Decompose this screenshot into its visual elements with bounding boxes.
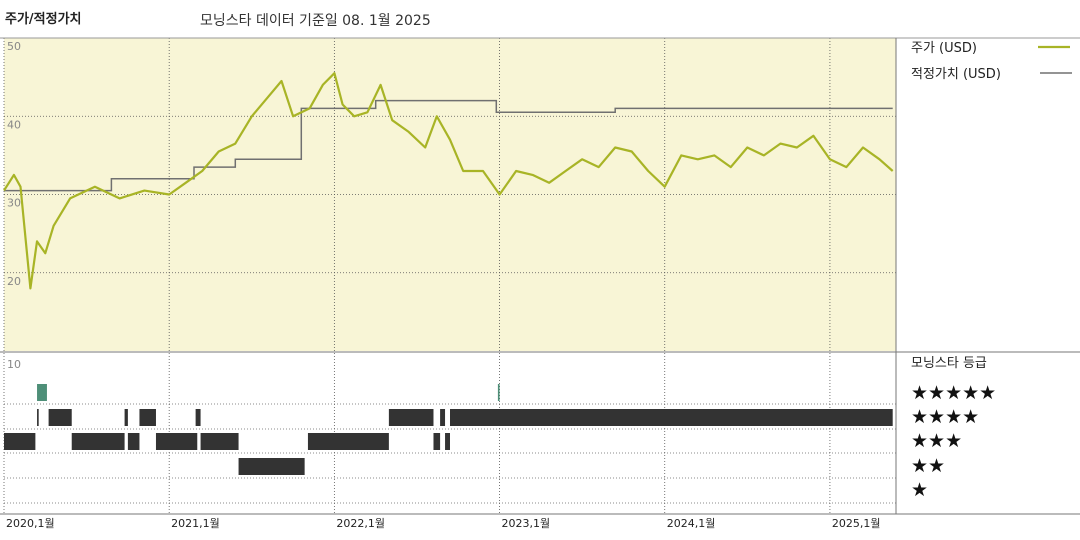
rating-bars <box>4 384 893 475</box>
rating-bar-3-star <box>307 433 389 450</box>
price-line <box>3 72 894 290</box>
x-tick-label: 2021,1월 <box>171 517 220 530</box>
rating-bar-3-star <box>433 433 441 450</box>
rating-2-stars: ★★ <box>911 455 945 477</box>
rating-bar-4-star <box>388 409 434 426</box>
chart-title: 주가/적정가치 <box>5 12 82 27</box>
price-y-tick-label: 40 <box>7 118 21 131</box>
rating-1-star: ★ <box>911 479 928 501</box>
legend-fair-value-label: 적정가치 (USD) <box>911 67 1001 82</box>
rating-y-tick: 10 <box>7 358 21 371</box>
rating-bar-3-star <box>155 433 198 450</box>
rating-bar-3-star <box>445 433 450 450</box>
rating-bar-4-star <box>440 409 446 426</box>
fair-value-line <box>4 99 893 192</box>
x-axis-ticks: 2020,1월 2021,1월 2022,1월 2023,1월 2024,1월 2025,… <box>6 517 881 530</box>
rating-bar-3-star <box>200 433 239 450</box>
x-tick-label: 2025,1월 <box>832 517 881 530</box>
x-tick-label: 2024,1월 <box>667 517 716 530</box>
rating-bar-4-star <box>124 409 128 426</box>
rating-bar-4-star <box>37 409 39 426</box>
rating-legend-title: 모닝스타 등급 <box>911 356 987 371</box>
rating-bar-5-star <box>497 384 500 401</box>
rating-bar-5-star <box>37 384 47 401</box>
rating-bar-4-star <box>48 409 72 426</box>
price-y-ticks: 50 40 30 20 <box>7 40 21 288</box>
x-tick-label: 2022,1월 <box>336 517 385 530</box>
price-panel-background <box>4 38 896 351</box>
x-tick-label: 2023,1월 <box>502 517 551 530</box>
rating-5-stars: ★★★★★ <box>911 382 996 404</box>
data-date-subtitle: 모닝스타 데이터 기준일 08. 1월 2025 <box>200 13 431 29</box>
rating-bar-4-star <box>195 409 201 426</box>
rating-bar-2-star <box>238 458 305 475</box>
price-y-tick-label: 20 <box>7 275 21 288</box>
rating-bar-4-star <box>450 409 893 426</box>
rating-3-stars: ★★★ <box>911 430 962 452</box>
rating-bar-3-star <box>71 433 125 450</box>
rating-bar-3-star <box>127 433 140 450</box>
price-y-tick-label: 30 <box>7 197 21 210</box>
rating-4-stars: ★★★★ <box>911 406 979 428</box>
rating-bar-3-star <box>4 433 36 450</box>
x-tick-label: 2020,1월 <box>6 517 55 530</box>
legend-price-label: 주가 (USD) <box>911 41 977 56</box>
price-y-tick-label: 50 <box>7 40 21 53</box>
rating-bar-4-star <box>139 409 156 426</box>
